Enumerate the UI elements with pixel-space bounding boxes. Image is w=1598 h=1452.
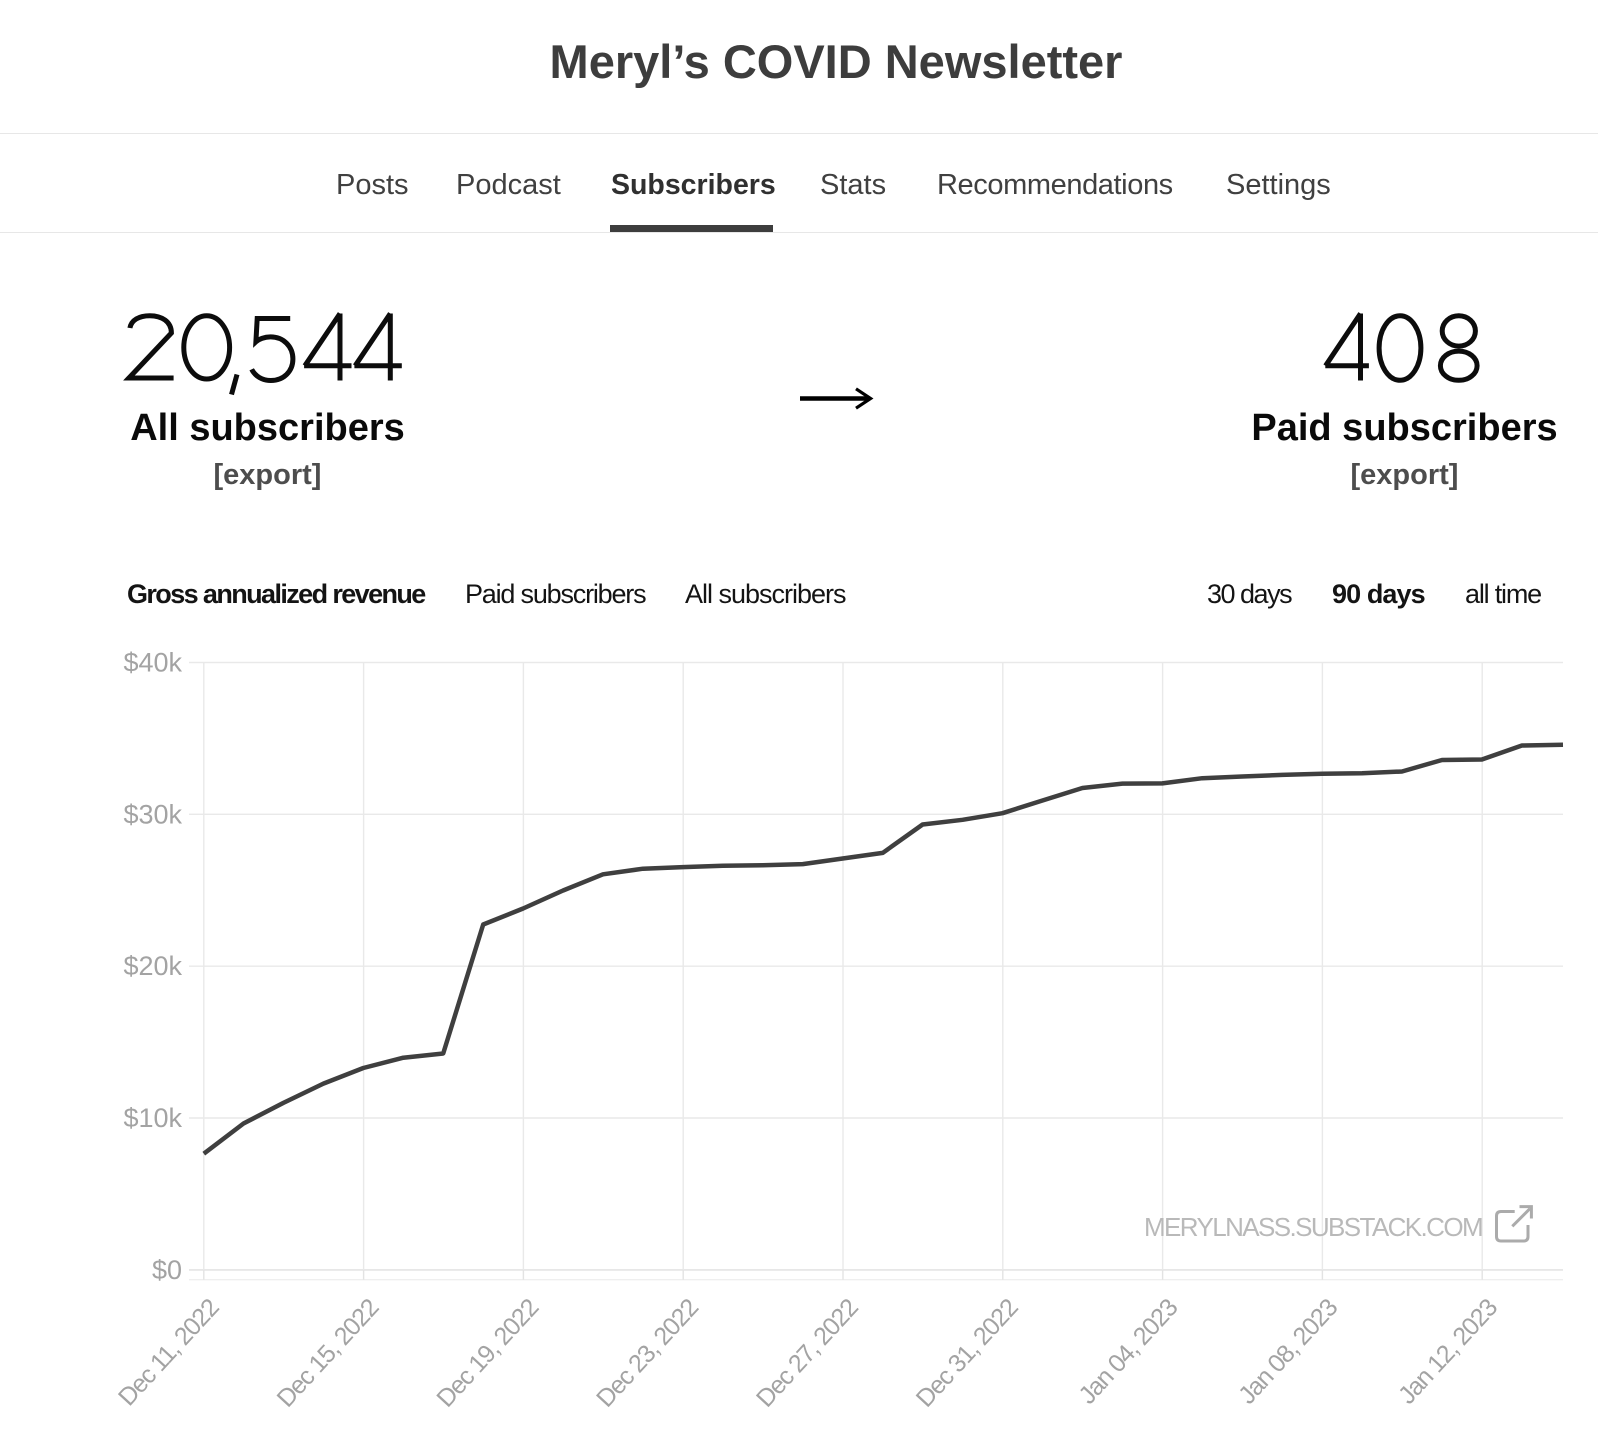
svg-text:Jan 08, 2023: Jan 08, 2023 xyxy=(1233,1294,1343,1410)
svg-text:Dec 19, 2022: Dec 19, 2022 xyxy=(431,1294,544,1413)
svg-text:$10k: $10k xyxy=(123,1103,182,1133)
svg-text:Jan 12, 2023: Jan 12, 2023 xyxy=(1393,1294,1503,1410)
svg-text:Dec 27, 2022: Dec 27, 2022 xyxy=(751,1294,864,1413)
svg-text:Dec 11, 2022: Dec 11, 2022 xyxy=(113,1294,224,1411)
svg-text:Dec 31, 2022: Dec 31, 2022 xyxy=(911,1294,1024,1413)
svg-text:$0: $0 xyxy=(152,1255,182,1285)
svg-text:MERYLNASS.SUBSTACK.COM: MERYLNASS.SUBSTACK.COM xyxy=(1144,1212,1482,1242)
svg-text:$40k: $40k xyxy=(123,648,182,678)
svg-text:Dec 23, 2022: Dec 23, 2022 xyxy=(591,1294,704,1413)
svg-text:$30k: $30k xyxy=(123,799,182,829)
svg-text:Jan 04, 2023: Jan 04, 2023 xyxy=(1073,1294,1183,1410)
svg-text:Dec 15, 2022: Dec 15, 2022 xyxy=(272,1294,385,1413)
svg-text:$20k: $20k xyxy=(123,951,182,981)
